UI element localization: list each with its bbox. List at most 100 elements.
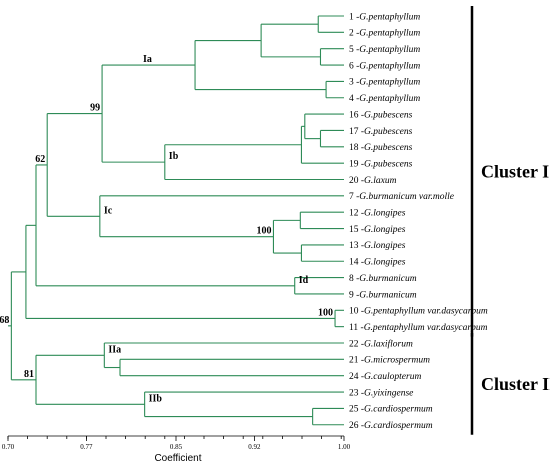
node-labels: Ia Ib Ic Id IIa IIb 99 62 68 81 100 100 [0,54,333,404]
node-label: IIb [149,393,163,404]
leaf-label: 10 -G.pentaphyllum var.dasycarpum [349,307,488,317]
leaf-taxon: G.pentaphyllum [359,78,420,88]
leaf-label: 15 -G.longipes [349,225,406,235]
leaf-label: 1 -G.pentaphyllum [349,12,420,22]
node-label: Ib [169,151,179,162]
leaf-number: 8 - [349,274,359,284]
leaf-number: 12 - [349,209,364,219]
leaf-number: 21 - [349,356,364,366]
cluster-brackets: Cluster I Cluster II [470,6,550,435]
leaf-number: 22 - [349,339,364,349]
leaf-label: 2 -G.pentaphyllum [349,29,420,39]
leaf-taxon: G.cardiospermum [364,421,433,431]
leaf-number: 2 - [349,29,359,39]
leaf-taxon: G.pentaphyllum [359,94,420,104]
node-label: IIa [108,344,121,355]
leaf-number: 24 - [349,372,364,382]
leaf-number: 3 - [349,78,359,88]
leaf-number: 7 - [349,192,359,202]
leaf-label: 17 -G.pubescens [349,127,413,137]
cluster-label: Cluster II [481,374,550,394]
node-label: 99 [90,103,100,114]
leaf-label: 16 -G.pubescens [349,110,413,120]
leaf-number: 14 - [349,258,364,268]
leaf-taxon: G.longipes [364,241,406,251]
leaf-label: 24 -G.caulopterum [349,372,421,382]
leaf-label: 4 -G.pentaphyllum [349,94,420,104]
leaf-number: 11 - [349,323,364,333]
leaf-number: 16 - [349,110,364,120]
leaf-label: 8 -G.burmanicum [349,274,417,284]
leaf-taxon: G.laxiflorum [364,338,413,349]
dendrogram-branches [8,15,344,426]
leaf-label: 9 -G.burmanicum [349,290,417,300]
leaf-taxon: G.pubescens [364,143,413,153]
leaf-label: 6 -G.pentaphyllum [349,61,420,71]
leaf-label: 22 -G.laxiflorum [349,338,413,349]
leaf-taxon: G.longipes [364,225,406,235]
leaf-number: 5 - [349,45,359,55]
leaf-label: 7 -G.burmanicum var.molle [349,192,454,202]
node-label: Id [299,275,309,286]
axis-tick-label: 1.00 [338,443,351,451]
leaf-taxon: G.laxum [364,176,397,186]
leaf-number: 6 - [349,61,359,71]
node-label: Ic [104,205,113,216]
node-label: 100 [318,307,333,318]
leaf-number: 1 - [349,12,359,22]
leaf-number: 26 - [349,421,364,431]
leaf-label: 12 -G.longipes [349,209,406,219]
leaf-number: 25 - [349,405,364,415]
leaf-taxon: G.pentaphyllum [359,29,420,39]
node-label: 62 [35,154,45,165]
leaf-taxon: G.pubescens [364,110,413,120]
leaf-number: 23 - [349,388,364,398]
leaf-number: 4 - [349,94,359,104]
leaf-number: 17 - [349,127,364,137]
leaf-taxon: G.pentaphyllum [359,12,420,22]
leaf-taxon: G.caulopterum [364,372,421,382]
leaf-taxon: G.pubescens [364,127,413,137]
axis-tick-label: 0.77 [80,443,93,451]
node-label: 68 [0,315,9,326]
leaf-label: 21 -G.microspermum [349,356,430,366]
leaf-label: 25 -G.cardiospermum [349,405,433,415]
node-label: Ia [143,54,152,65]
leaf-number: 9 - [349,290,359,300]
leaf-taxon: G.pentaphyllum [359,61,420,71]
leaf-taxon: G.longipes [364,258,406,268]
leaf-taxon: G.pentaphyllum var.dasycarpum [364,323,488,333]
coefficient-axis: Coefficient 0.70 0.77 0.85 0.92 1.00 [2,435,351,463]
leaf-taxon: G.longipes [364,209,406,219]
leaf-label: 5 -G.pentaphyllum [349,45,420,55]
leaf-label: 19 -G.pubescens [349,159,413,169]
leaf-taxon: G.microspermum [364,356,430,366]
leaf-taxon: G.pubescens [364,159,413,169]
node-label: 81 [24,369,34,380]
axis-tick-label: 0.92 [248,443,261,451]
leaf-label: 18 -G.pubescens [349,143,413,153]
leaf-taxon: G.pentaphyllum var.dasycarpum [364,307,488,317]
leaf-label: 20 -G.laxum [349,176,397,186]
axis-tick-label: 0.70 [2,443,15,451]
axis-title: Coefficient [154,453,201,463]
leaf-number: 10 - [349,307,364,317]
leaf-label: 26 -G.cardiospermum [349,421,433,431]
leaf-number: 15 - [349,225,364,235]
leaf-taxon: G.cardiospermum [364,405,433,415]
leaf-label: 23 -G.yixingense [349,388,413,398]
leaf-taxon: G.yixingense [364,388,413,398]
leaf-number: 20 - [349,176,364,186]
leaf-label: 14 -G.longipes [349,258,406,268]
axis-tick-label: 0.85 [170,443,183,451]
leaf-label: 11 -G.pentaphyllum var.dasycarpum [349,323,488,333]
leaf-label: 3 -G.pentaphyllum [349,78,420,88]
leaf-number: 13 - [349,241,364,251]
leaf-label: 13 -G.longipes [349,241,406,251]
leaf-number: 18 - [349,143,364,153]
leaf-taxon: G.burmanicum var.molle [359,192,454,202]
leaf-taxon: G.burmanicum [359,274,416,284]
leaf-number: 19 - [349,159,364,169]
